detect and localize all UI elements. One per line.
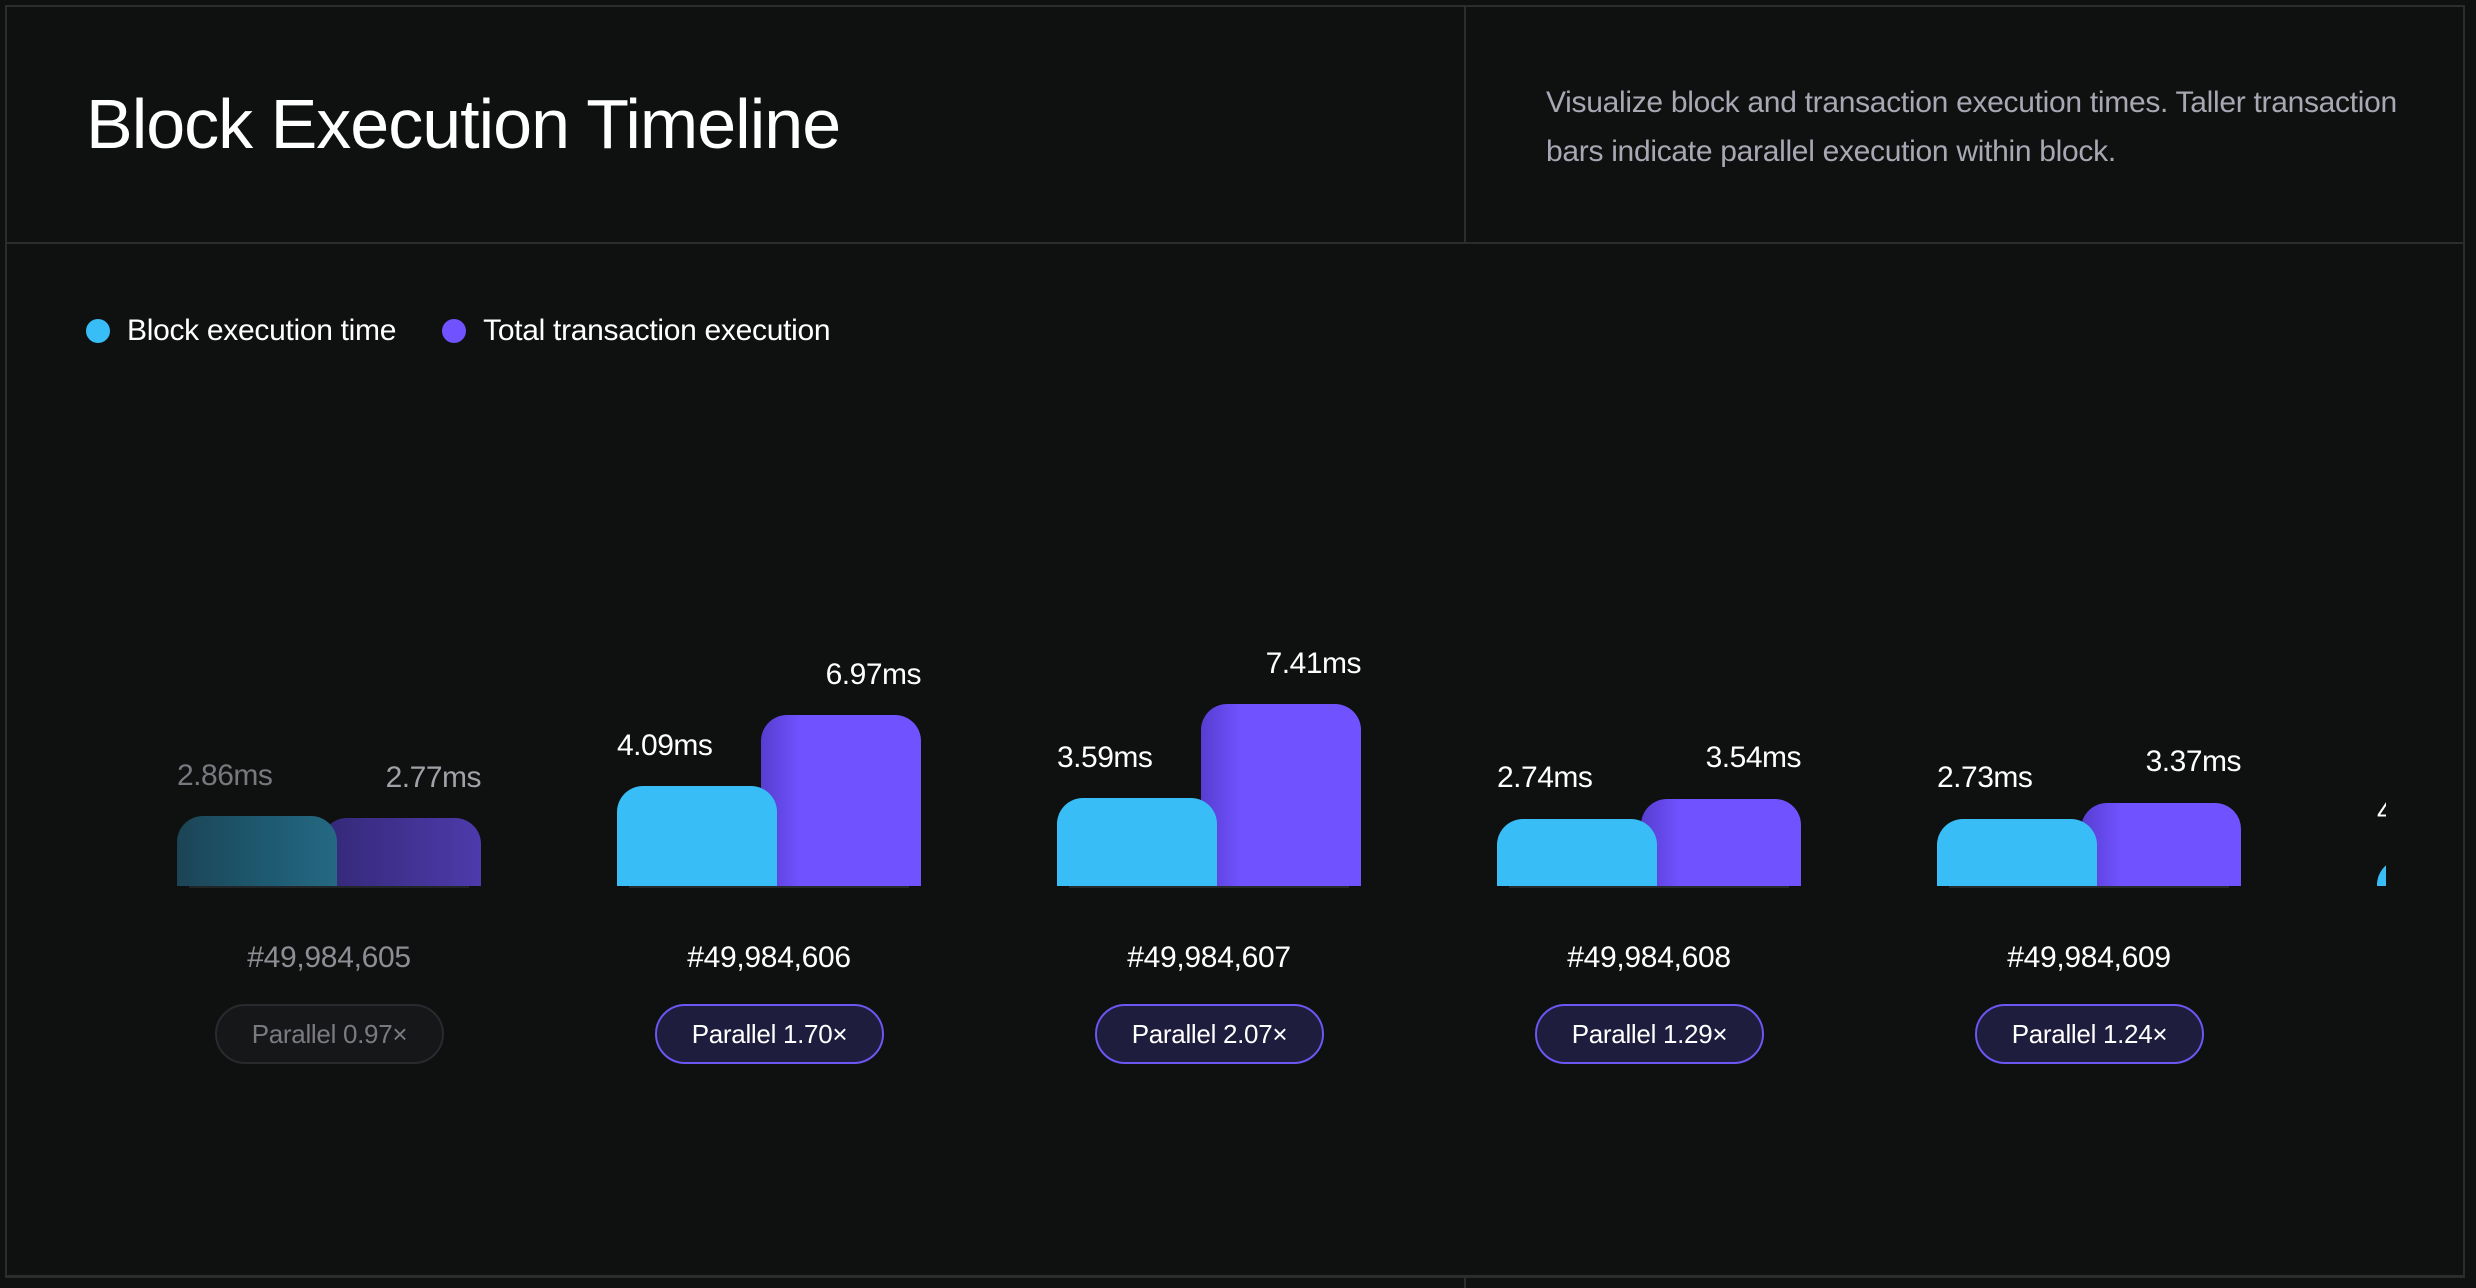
bar-baseline <box>189 886 469 888</box>
block-group[interactable]: 3.59ms 7.41ms #49,984,607 Parallel 2.07× <box>1057 245 1362 1275</box>
block-group[interactable]: 4 <box>2377 245 2386 1275</box>
block-execution-bar[interactable] <box>1057 798 1217 886</box>
block-number: #49,984,609 <box>2007 941 2171 974</box>
chart-clip: 4 <box>7 245 2386 1275</box>
block-time-value: 4 <box>2377 795 2386 828</box>
block-time-value: 2.74ms <box>1497 761 1593 794</box>
block-time-value: 2.86ms <box>177 759 273 792</box>
chart-description: Visualize block and transaction executio… <box>1546 86 2397 168</box>
bar-baseline <box>1949 886 2229 888</box>
block-execution-bar[interactable] <box>177 816 337 886</box>
block-group[interactable]: 2.86ms 2.77ms #49,984,605 Parallel 0.97× <box>177 245 482 1275</box>
block-number: #49,984,607 <box>1127 941 1291 974</box>
parallel-badge: Parallel 1.29× <box>1535 1004 1764 1064</box>
parallel-badge: Parallel 1.70× <box>655 1004 884 1064</box>
tx-time-value: 2.77ms <box>385 761 482 794</box>
timeline-chart[interactable]: 2.86ms 2.77ms #49,984,605 Parallel 0.97×… <box>7 245 2464 1275</box>
tx-execution-bar[interactable] <box>1201 704 1361 886</box>
header-column-divider <box>1464 5 1466 243</box>
legend-label: Total transaction execution <box>483 314 831 347</box>
legend-item-transaction-execution: Total transaction execution <box>442 314 831 348</box>
parallel-badge: Parallel 2.07× <box>1095 1004 1324 1064</box>
tx-time-value: 3.37ms <box>2145 745 2242 778</box>
legend-item-block-execution: Block execution time <box>86 314 396 348</box>
cyan-dot-icon <box>86 319 110 343</box>
parallel-badge: Parallel 0.97× <box>215 1004 444 1064</box>
block-number: #49,984,606 <box>687 941 851 974</box>
block-number: #49,984,608 <box>1567 941 1731 974</box>
block-execution-bar[interactable] <box>617 786 777 886</box>
block-time-value: 3.59ms <box>1057 741 1153 774</box>
tx-time-value: 7.41ms <box>1265 647 1362 680</box>
legend-label: Block execution time <box>127 314 397 347</box>
tx-time-value: 3.54ms <box>1705 741 1802 774</box>
purple-dot-icon <box>442 319 467 343</box>
block-group[interactable]: 2.74ms 3.54ms #49,984,608 Parallel 1.29× <box>1497 245 1802 1275</box>
block-time-value: 2.73ms <box>1937 761 2033 794</box>
bar-baseline <box>1069 886 1349 888</box>
block-time-value: 4.09ms <box>617 729 713 762</box>
block-group[interactable]: 4.09ms 6.97ms #49,984,606 Parallel 1.70× <box>617 245 922 1275</box>
header-divider <box>5 242 2465 244</box>
page-title: Block Execution Timeline <box>86 85 841 163</box>
block-execution-bar[interactable] <box>2377 859 2386 886</box>
block-group[interactable]: 2.73ms 3.37ms #49,984,609 Parallel 1.24× <box>1937 245 2242 1275</box>
tx-execution-bar[interactable] <box>321 818 481 886</box>
block-number: #49,984,605 <box>247 941 411 974</box>
tx-execution-bar[interactable] <box>2081 803 2241 886</box>
tx-execution-bar[interactable] <box>1641 799 1801 886</box>
block-execution-bar[interactable] <box>1497 819 1657 886</box>
chart-legend: Block execution time Total transaction e… <box>86 314 876 348</box>
bar-baseline <box>629 886 909 888</box>
block-execution-bar[interactable] <box>1937 819 2097 886</box>
tx-time-value: 6.97ms <box>825 658 922 691</box>
bar-baseline <box>1509 886 1789 888</box>
tx-execution-bar[interactable] <box>761 715 921 886</box>
panel-bottom-divider <box>5 1276 2465 1278</box>
next-panel-column-divider <box>1464 1278 1466 1288</box>
parallel-badge: Parallel 1.24× <box>1975 1004 2204 1064</box>
